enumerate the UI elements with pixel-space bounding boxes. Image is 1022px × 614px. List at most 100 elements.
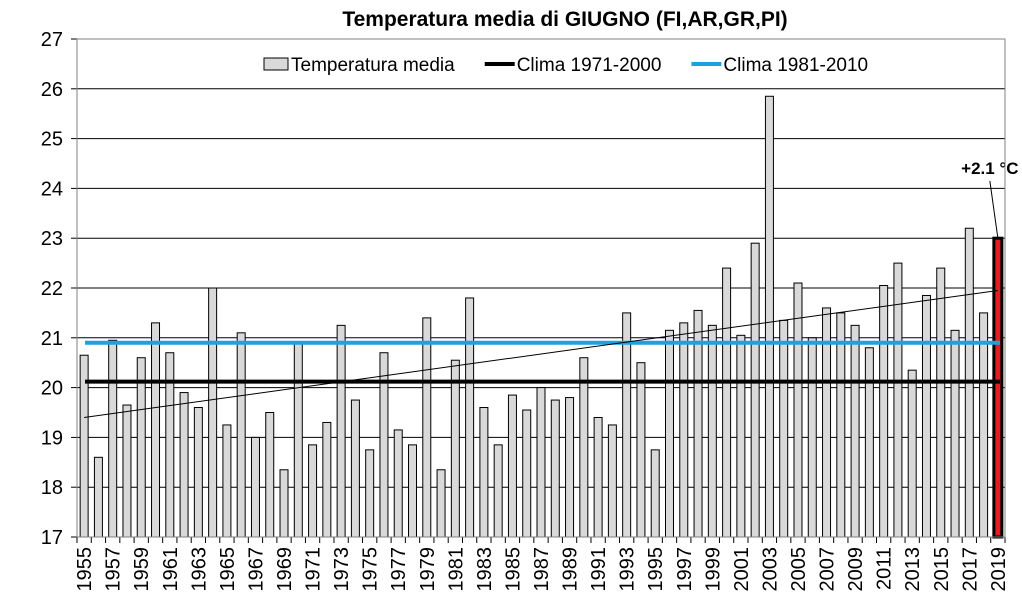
bar-1997 [679,322,689,538]
chart-title: Temperatura media di GIUGNO (FI,AR,GR,PI… [342,8,788,31]
y-tick-label: 26 [41,79,63,101]
legend-label: Clima 1981-2010 [723,55,868,76]
x-tick-label: 1997 [674,547,696,592]
bar-2011 [879,285,889,538]
x-tick-label: 2015 [931,547,953,592]
bar-2001 [736,334,746,538]
bar-1962 [179,392,189,538]
bar-1978 [408,444,418,538]
bar-1981 [450,359,460,538]
bar-2018 [979,312,989,538]
x-tick-label: 1981 [445,547,467,592]
annotation: +2.1 °C [961,159,1019,239]
bar-2006 [807,337,817,538]
x-tick-label: 2001 [731,547,753,592]
x-tick-label: 1957 [103,547,125,592]
y-tick-label: 23 [41,228,63,250]
bar-1974 [350,399,360,538]
y-tick-label: 17 [41,527,63,549]
bar-1993 [622,312,632,538]
bar-1967 [250,436,260,538]
bar-1983 [479,407,489,538]
bar-1972 [322,421,332,538]
bar-1995 [650,449,660,538]
bar-1996 [664,329,674,538]
plot-frame [76,38,1006,538]
bar-1970 [293,342,303,538]
x-tick-label: 1989 [560,547,582,592]
bar-1986 [522,409,532,538]
x-tick-label: 1975 [360,547,382,592]
y-tick-label: 19 [41,427,63,449]
bar-1990 [579,357,589,538]
bar-1989 [565,397,575,538]
trend-line [84,289,998,418]
x-tick-label: 2003 [759,547,781,592]
bar-1964 [208,287,218,538]
bar-1956 [93,456,103,538]
bar-2008 [836,312,846,538]
bar-1992 [607,424,617,538]
x-tick-label: 1991 [588,547,610,592]
bar-2009 [850,324,860,538]
bar-1975 [365,449,375,538]
x-tick-label: 1979 [417,547,439,592]
bar-2005 [793,282,803,538]
bar-1985 [507,394,517,538]
y-tick-label: 20 [41,378,63,400]
x-tick-label: 1971 [303,547,325,592]
x-tick-label: 1965 [217,547,239,592]
y-tick-label: 22 [41,278,63,300]
bar-1963 [193,407,203,538]
bar-1984 [493,444,503,538]
x-tick-label: 1983 [474,547,496,592]
bar-1966 [236,332,246,538]
annotation-leader [989,180,999,239]
bar-1991 [593,416,603,538]
x-tick-label: 1969 [274,547,296,592]
bar-2000 [722,267,732,538]
bar-1987 [536,387,546,538]
x-tick-label: 1995 [645,547,667,592]
bar-2004 [779,319,789,538]
bar-1973 [336,324,346,538]
y-tick-label: 27 [41,29,63,51]
x-tick-label: 2009 [845,547,867,592]
x-tick-label: 2019 [988,547,1010,592]
x-tick-label: 1967 [245,547,267,592]
x-tick-label: 2017 [959,547,981,592]
bar-1958 [122,404,132,538]
bar-1969 [279,469,289,538]
annotation-label: +2.1 °C [961,159,1018,178]
bar-2002 [750,242,760,538]
bars [79,95,1004,539]
x-tick-label: 2007 [817,547,839,592]
y-tick-label: 25 [41,129,63,151]
bar-2010 [864,347,874,538]
bar-1982 [465,297,475,538]
y-axis-tick-labels: 17 18 19 20 21 22 23 24 25 26 27 [41,29,63,549]
bar-1965 [222,424,232,538]
y-tick-label: 18 [41,477,63,499]
bar-1960 [151,322,161,538]
bar-1979 [422,317,432,538]
reference-lines [84,289,1000,418]
x-tick-label: 1963 [188,547,210,592]
legend: Temperatura media Clima 1971-2000 Clima 19… [263,55,868,76]
x-tick-label: 2011 [874,547,896,590]
x-tick-label: 2013 [902,547,924,592]
x-tick-label: 2005 [788,547,810,592]
legend-label: Clima 1971-2000 [517,55,662,76]
bar-1994 [636,362,646,538]
legend-swatch-bar [263,57,289,71]
x-tick-label: 1999 [702,547,724,592]
legend-label: Temperatura media [291,55,455,76]
bar-2015 [936,267,946,538]
x-tick-label: 1985 [502,547,524,592]
bar-1977 [393,429,403,538]
x-tick-label: 1955 [74,547,96,592]
bar-2013 [907,369,917,538]
x-axis-tick-labels: 1955 1957 1959 1961 1963 1965 1967 1969 1971 1973… [74,537,1010,592]
x-tick-label: 1961 [160,547,182,592]
